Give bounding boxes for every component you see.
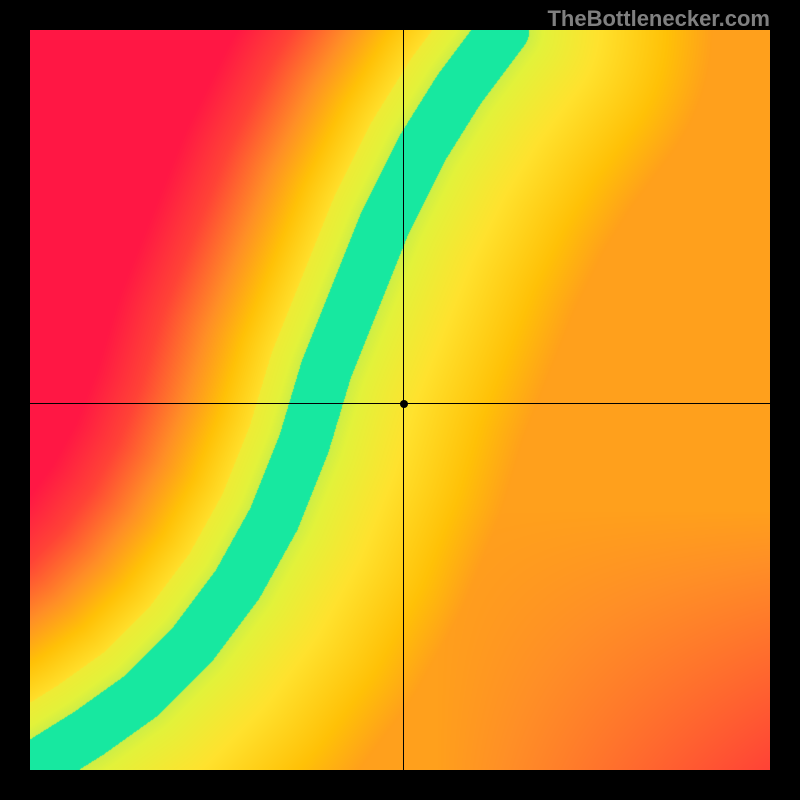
plot-area (30, 30, 770, 770)
crosshair-marker (400, 400, 408, 408)
chart-container: TheBottlenecker.com (0, 0, 800, 800)
watermark-text: TheBottlenecker.com (547, 6, 770, 32)
